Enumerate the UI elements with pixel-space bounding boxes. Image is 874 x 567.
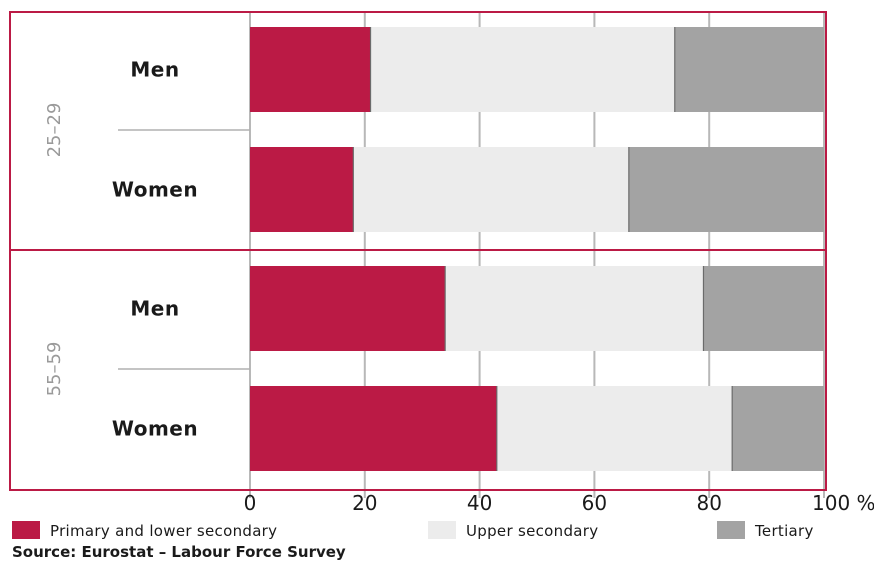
bar-label-g0-b1: Women [112, 178, 198, 202]
x-tick-label-4: 80 [696, 491, 721, 515]
bar-segment-g1-b0-s2 [703, 266, 824, 351]
legend-swatch-1 [428, 521, 456, 539]
x-tick-label-5: 100 % [812, 491, 874, 515]
bar-segment-g0-b0-s2 [674, 27, 824, 112]
legend-swatch-0 [12, 521, 40, 539]
bars [250, 27, 824, 471]
bar-segment-g0-b1-s0 [250, 147, 354, 232]
category-labels: Men Women 25–29 Men Women 55–59 [44, 58, 198, 441]
bar-label-g1-b1: Women [112, 417, 198, 441]
bar-segment-g1-b1-s2 [732, 386, 824, 471]
age-group-label-0: 25–29 [44, 103, 65, 158]
legend: Primary and lower secondary Upper seconda… [12, 521, 814, 540]
bar-segment-g1-b1-s0 [250, 386, 497, 471]
bar-segment-g1-b1-s1 [496, 386, 733, 471]
legend-label-0: Primary and lower secondary [50, 522, 277, 540]
x-tick-label-0: 0 [244, 491, 257, 515]
x-axis-ticks: 0 20 40 60 80 100 % [244, 491, 874, 515]
panel-frame [9, 11, 827, 491]
bar-segment-g0-b0-s0 [250, 27, 371, 112]
bar-segment-g0-b1-s2 [628, 147, 824, 232]
legend-swatch-2 [717, 521, 745, 539]
bar-segment-g0-b0-s1 [370, 27, 675, 112]
source-note: Source: Eurostat – Labour Force Survey [12, 543, 346, 561]
x-tick-label-2: 40 [467, 491, 492, 515]
bar-label-g1-b0: Men [130, 297, 179, 321]
bar-segment-g0-b1-s1 [353, 147, 629, 232]
x-tick-label-1: 20 [352, 491, 377, 515]
x-tick-label-3: 60 [582, 491, 607, 515]
legend-label-2: Tertiary [754, 522, 814, 540]
bar-segment-g1-b0-s0 [250, 266, 446, 351]
legend-label-1: Upper secondary [466, 522, 598, 540]
age-group-label-1: 55–59 [44, 342, 65, 397]
bar-segment-g1-b0-s1 [445, 266, 704, 351]
bar-label-g0-b0: Men [130, 58, 179, 82]
